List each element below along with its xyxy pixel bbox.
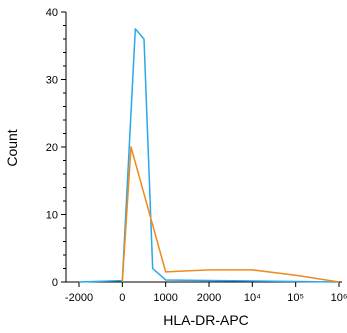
series-layer: [78, 28, 340, 283]
series-point: [143, 38, 145, 40]
x-ticks: -2000 0 1000 2000 10⁴ 10⁵ 10⁶: [65, 282, 347, 304]
series-point: [165, 271, 167, 273]
y-ticks: 0 10 20 30 40: [46, 7, 66, 289]
x-tick-label: 2000: [197, 292, 221, 304]
series-line-blue: [78, 28, 340, 283]
x-tick-label: 10⁶: [331, 292, 347, 304]
x-tick-label: 0: [119, 292, 125, 304]
x-tick-label: 1000: [153, 292, 177, 304]
plot-area: 0 10 20 30 40 -2000 0 1000 2000 10⁴ 10⁵ 10⁶: [46, 7, 347, 304]
series-point: [338, 281, 340, 283]
x-axis-title: HLA-DR-APC: [163, 312, 249, 328]
x-tick-label: 10⁴: [244, 292, 261, 304]
x-tick-label: 10⁵: [287, 292, 304, 304]
series-point: [122, 281, 124, 283]
series-line-orange: [121, 146, 340, 283]
y-tick-label: 20: [46, 142, 58, 154]
y-tick-label: 30: [46, 75, 58, 87]
series-point: [135, 28, 137, 30]
series-point: [152, 268, 154, 270]
y-tick-label: 10: [46, 210, 58, 222]
series-point: [252, 269, 254, 271]
series-point: [78, 281, 80, 283]
series-point: [295, 274, 297, 276]
y-tick-label: 40: [46, 7, 58, 19]
series-point: [208, 269, 210, 271]
series-point: [130, 146, 132, 148]
y-tick-label: 0: [52, 277, 58, 289]
series-point: [165, 279, 167, 281]
x-tick-label: -2000: [65, 292, 93, 304]
y-axis-title: Count: [4, 129, 20, 166]
